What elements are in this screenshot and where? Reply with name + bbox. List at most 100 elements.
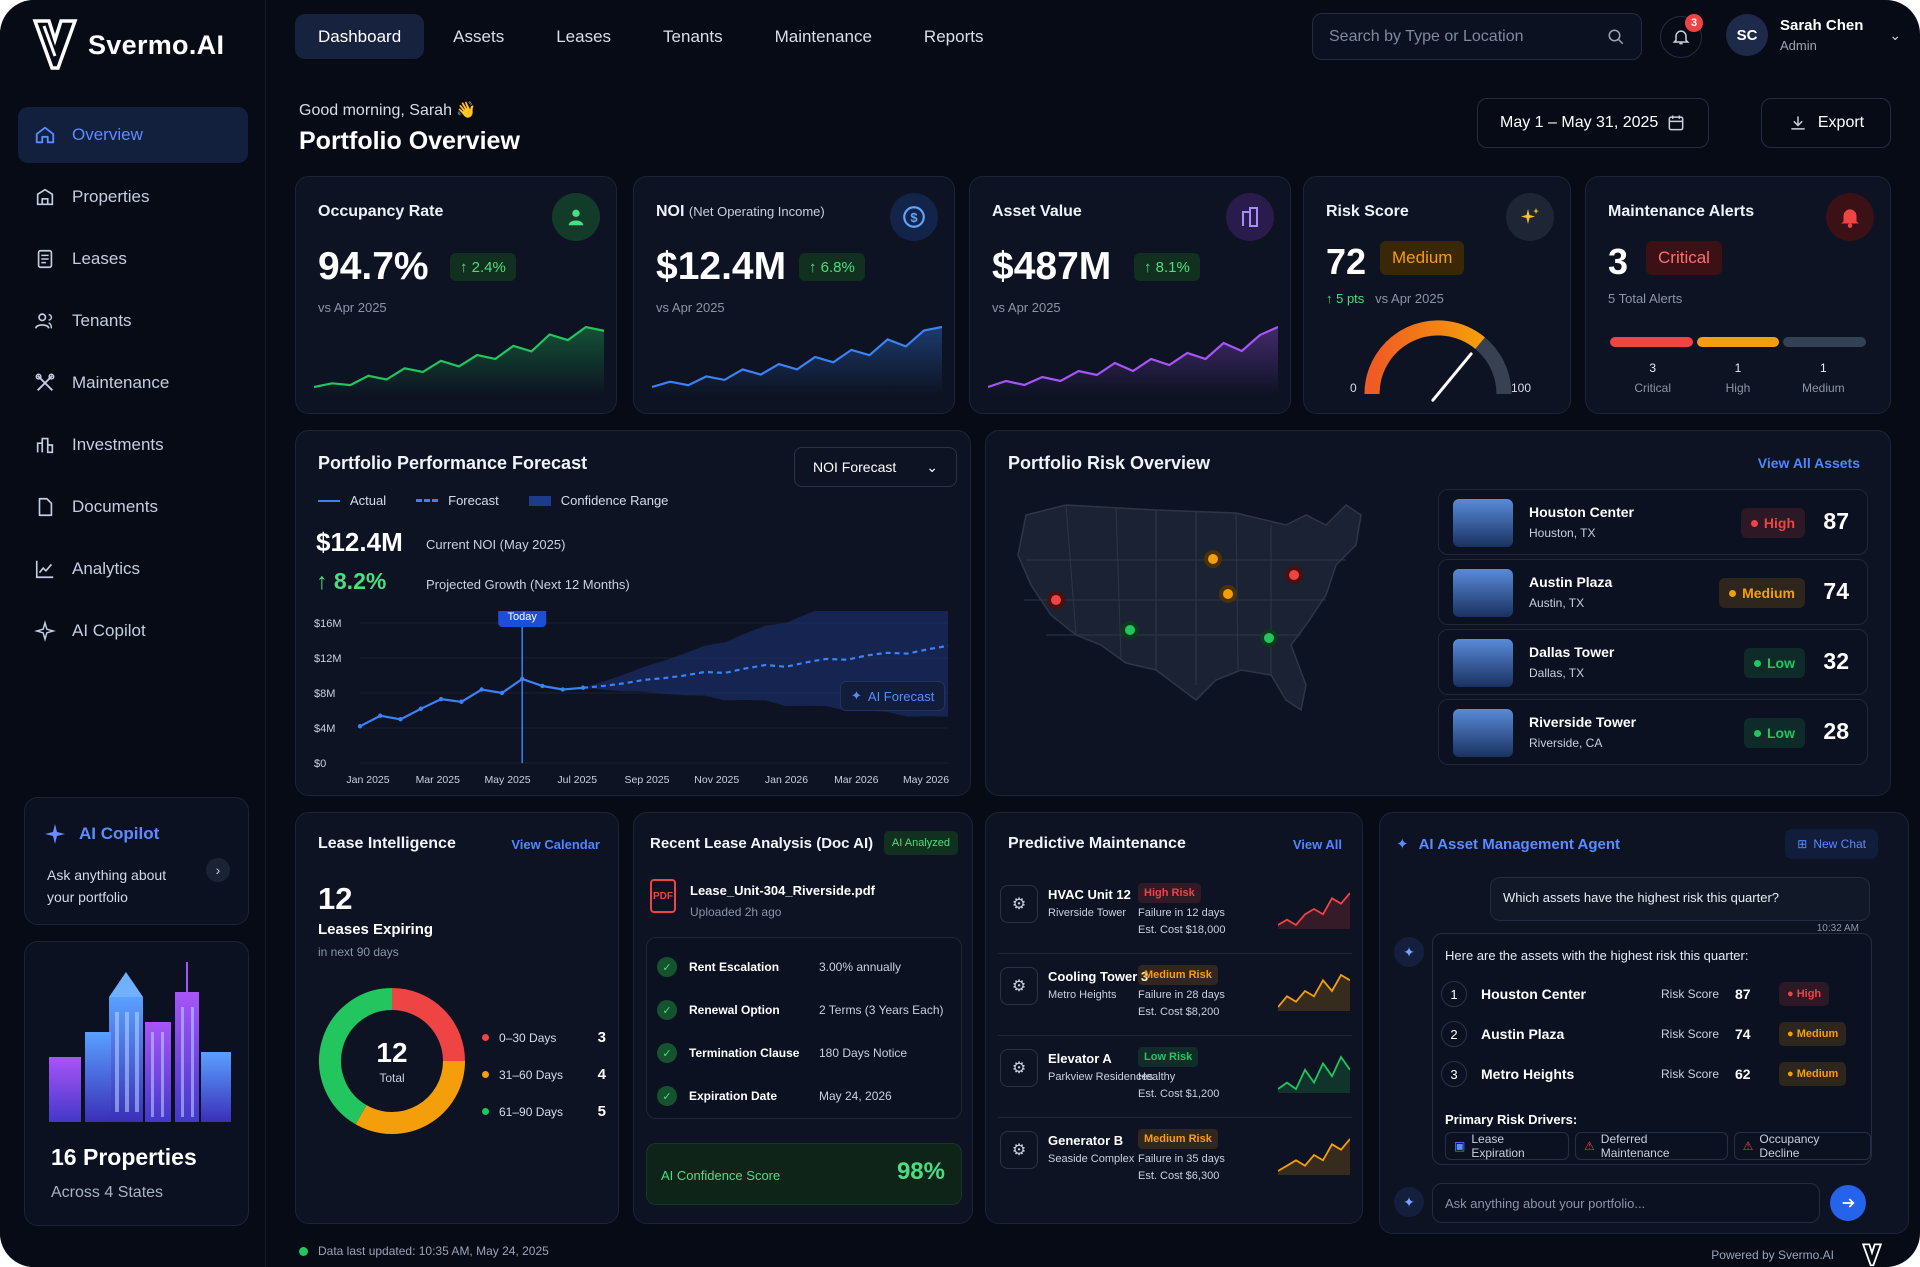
driver-chip[interactable]: ⚠ Occupancy Decline [1733,1132,1871,1160]
asset-name: Dallas Tower [1529,644,1615,660]
asset-row[interactable]: Houston Center Houston, TX High 87 [1438,489,1868,555]
view-calendar-link[interactable]: View Calendar [511,837,600,852]
app-logo[interactable]: Svermo.AI [32,18,224,72]
kpi-title: Occupancy Rate [318,203,444,220]
cooling-icon: ⚙ [1000,967,1038,1005]
forecast-card: Portfolio Performance Forecast NOI Forec… [295,430,971,796]
sidebar-item-properties[interactable]: Properties [18,169,248,225]
sidebar-item-analytics[interactable]: Analytics [18,541,248,597]
copilot-text: your portfolio [47,889,128,905]
map-marker-low[interactable] [1121,621,1139,639]
view-all-link[interactable]: View All [1292,837,1342,852]
agent-result-row[interactable]: 1 Houston Center Risk Score 87 ● High [1441,978,1865,1010]
maintenance-item[interactable]: ⚙ HVAC Unit 12 Riverside Tower High Risk… [998,875,1356,949]
copilot-card[interactable]: AI Copilot Ask anything about your portf… [24,797,249,925]
asset-row[interactable]: Dallas Tower Dallas, TX Low 32 [1438,629,1868,695]
top-nav: Dashboard Assets Leases Tenants Maintena… [295,14,1006,59]
building-thumbnail-icon [1453,709,1513,757]
occupancy-card: Occupancy Rate 94.7% ↑ 2.4% vs Apr 2025 [295,176,617,414]
gauge-max: 100 [1511,381,1532,395]
map-marker-medium[interactable] [1219,585,1237,603]
input-placeholder: Ask anything about your portfolio... [1445,1195,1646,1211]
tab-assets[interactable]: Assets [453,26,505,46]
agent-result-row[interactable]: 2 Austin Plaza Risk Score 74 ● Medium [1441,1018,1865,1050]
tab-maintenance[interactable]: Maintenance [774,26,872,46]
today-label: Today [508,611,538,623]
tab-leases[interactable]: Leases [556,26,612,46]
alerts-level-badge: Critical [1646,241,1722,275]
risk-level-badge: Medium [1380,241,1465,275]
section-title: Recent Lease Analysis (Doc AI) [650,835,874,852]
sidebar-nav: Overview Properties Leases Tenants Maint… [18,107,248,665]
file-name[interactable]: Lease_Unit-304_Riverside.pdf [690,883,875,898]
send-button[interactable] [1830,1185,1866,1221]
kpi-title: Asset Value [992,203,1082,220]
map-marker-high[interactable] [1285,566,1303,584]
agent-result-row[interactable]: 3 Metro Heights Risk Score 62 ● Medium [1441,1058,1865,1090]
properties-card[interactable]: 16 Properties Across 4 States [24,941,249,1226]
sidebar-item-label: Leases [72,249,127,268]
forecast-line [582,644,949,689]
actual-point [499,690,505,696]
check-icon: ✓ [657,1000,677,1020]
message-time: 10:32 AM [1816,923,1859,934]
section-title: Lease Intelligence [318,835,456,852]
plus-square-icon: ⊞ [1797,837,1808,851]
legend-row: 61–90 Days 5 [482,1093,606,1130]
dropdown-value: NOI Forecast [813,459,897,475]
maintenance-sparkline [1278,1138,1350,1175]
new-chat-button[interactable]: ⊞ New Chat [1785,829,1878,859]
asset-row[interactable]: Austin Plaza Austin, TX Medium 74 [1438,559,1868,625]
file-sub: Uploaded 2h ago [690,905,782,919]
sidebar: Svermo.AI Overview Properties Leases Ten… [0,0,266,1267]
lease-terms-table: ✓ Rent Escalation 3.00% annually ✓ Renew… [646,937,962,1119]
driver-chip[interactable]: ▣ Lease Expiration [1445,1132,1570,1160]
donut-slice [391,988,465,1062]
asset-row[interactable]: Riverside Tower Riverside, CA Low 28 [1438,699,1868,765]
ai-forecast-badge: ✦ AI Forecast [840,681,946,711]
search-input[interactable]: Search by Type or Location [1312,13,1642,60]
ai-avatar-icon: ✦ [1394,1187,1424,1217]
kpi-delta: ↑ 5 pts [1326,291,1365,306]
tab-reports[interactable]: Reports [923,26,984,46]
sidebar-item-overview[interactable]: Overview [18,107,248,163]
tab-dashboard[interactable]: Dashboard [295,14,425,59]
map-marker-high[interactable] [1047,591,1065,609]
driver-chip[interactable]: ⚠ Deferred Maintenance [1575,1132,1728,1160]
confidence-box: AI Confidence Score 98% [646,1143,962,1205]
asset-value-card: Asset Value $487M ↑ 8.1% vs Apr 2025 [969,176,1291,414]
sidebar-item-leases[interactable]: Leases [18,231,248,287]
sparkline-area [652,327,942,395]
sidebar-item-maintenance[interactable]: Maintenance [18,355,248,411]
tab-tenants[interactable]: Tenants [663,26,723,46]
confidence-value: 98% [896,1158,945,1185]
date-range-picker[interactable]: May 1 – May 31, 2025 [1477,98,1709,148]
legend-row: 31–60 Days 4 [482,1056,606,1093]
x-tick-label: Jan 2025 [346,774,389,786]
sidebar-item-tenants[interactable]: Tenants [18,293,248,349]
footer-status: Data last updated: 10:35 AM, May 24, 202… [299,1244,549,1258]
notifications-button[interactable]: 3 [1660,14,1703,58]
user-menu[interactable]: SC Sarah Chen Admin ⌄ [1726,14,1901,56]
risk-badge: High [1740,508,1805,538]
us-risk-map [1017,504,1362,712]
sidebar-item-investments[interactable]: Investments [18,417,248,473]
chevron-right-icon[interactable]: › [206,858,230,882]
risk-overview-card: Portfolio Risk Overview View All Assets … [985,430,1891,796]
maintenance-alerts-card: Maintenance Alerts 3 Critical 5 Total Al… [1585,176,1891,414]
map-marker-low[interactable] [1260,629,1278,647]
maintenance-item[interactable]: ⚙ Elevator A Parkview Residences Low Ris… [998,1039,1356,1113]
maintenance-item[interactable]: ⚙ Generator B Seaside Complex Medium Ris… [998,1121,1356,1195]
chat-input[interactable]: Ask anything about your portfolio... [1432,1183,1820,1223]
sidebar-item-documents[interactable]: Documents [18,479,248,535]
sidebar-item-label: Documents [72,497,158,516]
view-all-assets-link[interactable]: View All Assets [1757,455,1860,471]
forecast-dropdown[interactable]: NOI Forecast ⌄ [794,447,957,487]
risk-score-card: Risk Score 72 Medium ↑ 5 pts vs Apr 2025… [1303,176,1571,414]
risk-badge: Low [1744,718,1805,748]
sidebar-item-ai-copilot[interactable]: AI Copilot [18,603,248,659]
export-button[interactable]: Export [1761,98,1891,148]
map-marker-medium[interactable] [1204,550,1222,568]
legend-swatch [318,499,340,502]
maintenance-item[interactable]: ⚙ Cooling Tower 3 Metro Heights Medium R… [998,957,1356,1031]
